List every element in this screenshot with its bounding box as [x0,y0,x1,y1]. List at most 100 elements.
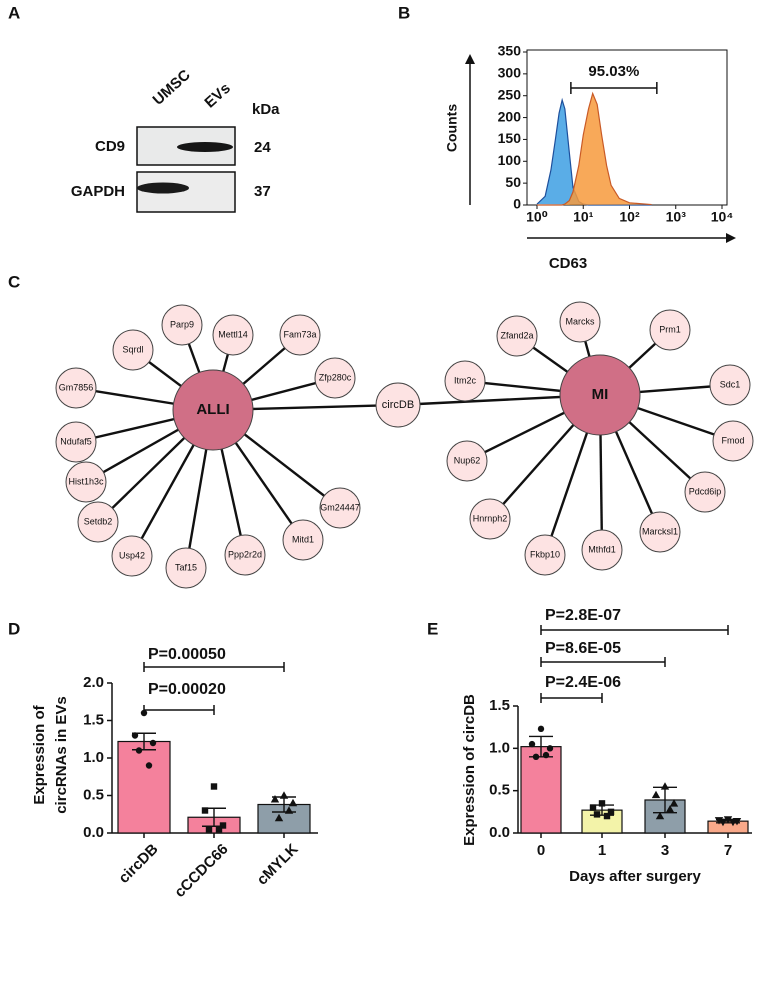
data-point [532,753,540,760]
y-tick-label: 1.0 [489,739,510,756]
node [712,420,754,462]
node [279,314,321,356]
node [446,440,488,482]
x-tick-label: 7 [724,842,732,859]
p-value: P=2.8E-07 [545,607,621,624]
data-point [598,800,606,807]
x-tick-label: 3 [661,842,669,859]
y-tick-label: 300 [498,65,522,81]
data-point [279,791,289,799]
row-label: GAPDH [71,183,125,200]
significance-bracket [540,625,729,635]
arrowhead [726,233,736,243]
x-tick-label: 10¹ [573,209,594,225]
node [165,547,207,589]
node [639,511,681,553]
y-tick-label: 1.5 [489,697,510,714]
significance-bracket [143,705,215,715]
node [559,354,641,436]
node [496,315,538,357]
p-value: P=0.00050 [148,646,226,663]
node-label: Hist1h3c [68,476,104,486]
node [559,301,601,343]
node-label: Gm24447 [320,502,360,512]
data-point [131,732,139,739]
y-tick-label: 0.0 [489,824,510,841]
data-point [593,811,601,818]
y-tick-label: 1.5 [83,711,104,728]
y-tick-label: 1.0 [83,749,104,766]
data-point [728,818,738,827]
node-label: Zfp280c [319,372,352,382]
node [161,304,203,346]
y-axis-label: Expression of [31,704,48,804]
x-tick-label: 10³ [666,209,687,225]
x-tick-label: 1 [598,842,606,859]
data-point [135,747,143,754]
node [684,471,726,513]
data-point [669,799,679,807]
node-label: Itm2c [454,375,477,385]
node [65,461,107,503]
data-point [660,782,670,790]
significance-bracket [540,693,603,703]
node-label: Mitd1 [292,534,314,544]
row-label: CD9 [95,138,125,155]
data-point [215,826,223,833]
node [172,369,254,451]
y-tick-label: 150 [498,130,522,146]
node-label: MI [592,386,609,403]
significance-bracket [143,662,285,672]
data-point [603,812,611,820]
y-tick-label: 2.0 [83,674,104,691]
node [581,529,623,571]
node-label: Taf15 [175,562,197,572]
y-tick-label: 50 [505,174,521,190]
panel-label: E [427,619,438,638]
unit-label: kDa [252,101,280,118]
data-point [528,740,536,748]
data-point [270,795,280,803]
data-point [145,762,153,769]
p-value: P=8.6E-05 [545,640,621,657]
node-label: Setdb2 [84,516,113,526]
data-point [665,805,675,813]
y-tick-label: 200 [498,108,522,124]
node [112,329,154,371]
gate-label: 95.03% [588,63,639,80]
node-label: Nup62 [454,455,481,465]
node-label: Marcksl1 [642,526,678,536]
lane-label: EVs [201,80,233,112]
node-label: Zfand2a [500,330,533,340]
panel-label: A [8,3,20,22]
y-tick-label: 250 [498,86,522,102]
node [111,535,153,577]
y-tick-label: 0.5 [489,782,510,799]
x-tick-label: 10⁰ [526,209,548,225]
y-tick-label: 100 [498,152,522,168]
x-tick-label: 0 [537,842,545,859]
data-point [537,725,545,733]
significance-bracket [540,657,666,667]
data-point [149,739,157,747]
node [524,534,566,576]
node [319,487,361,529]
data-point [284,806,294,814]
panel-label: C [8,272,20,291]
x-tick-label: cMYLK [254,841,302,889]
node-label: Fkbp10 [530,549,560,559]
x-axis-label: Days after surgery [569,868,701,885]
node-label: Sqrdl [122,344,143,354]
x-tick-label: 10⁴ [711,209,734,225]
y-axis-label: Expression of circDB [461,694,478,846]
p-value: P=0.00020 [148,681,226,698]
bar [520,746,562,834]
node [282,519,324,561]
node-label: Pdcd6ip [689,486,722,496]
node [55,421,97,463]
node-label: Fam73a [283,329,316,339]
x-tick-label: circDB [115,840,161,886]
x-tick-label: 10² [619,209,640,225]
data-point [546,745,554,752]
data-point [651,790,661,799]
